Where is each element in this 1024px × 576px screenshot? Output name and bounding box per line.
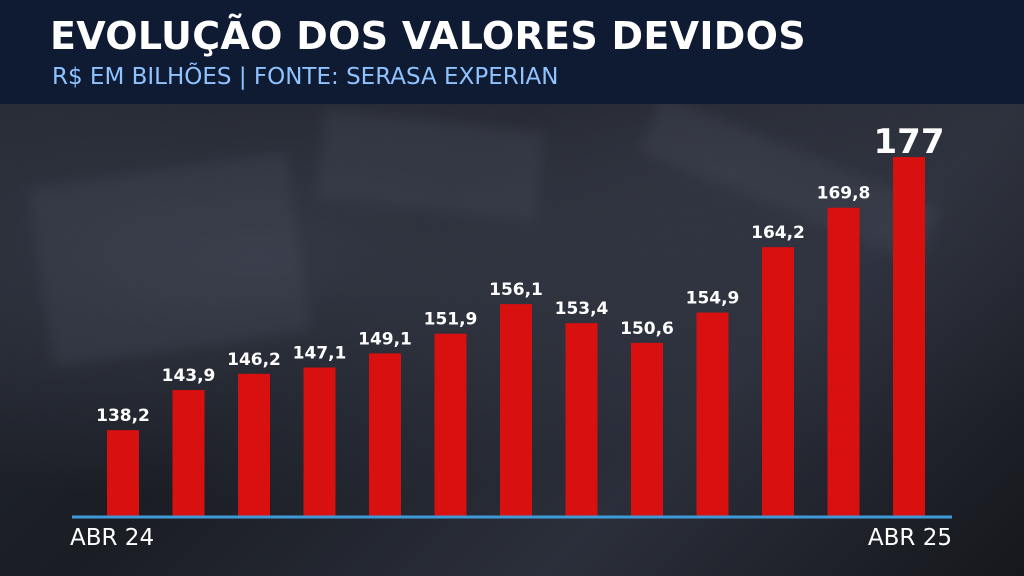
data-label: 156,1: [489, 280, 543, 300]
data-label: 177: [874, 122, 945, 162]
data-label: 138,2: [96, 406, 150, 426]
data-label: 164,2: [751, 223, 805, 243]
x-tick-label: ABR 25: [868, 525, 952, 551]
chart-subtitle: R$ EM BILHÕES | FONTE: SERASA EXPERIAN: [52, 64, 559, 90]
data-label: 149,1: [358, 329, 412, 349]
bar: [500, 304, 532, 516]
bar: [369, 353, 401, 516]
data-label: 153,4: [555, 299, 609, 319]
bar: [631, 342, 663, 516]
bar: [893, 157, 925, 517]
data-label: 154,9: [686, 289, 740, 309]
bar: [762, 247, 794, 516]
data-label: 169,8: [817, 184, 871, 204]
x-tick-label: ABR 24: [70, 525, 154, 551]
chart-title: EVOLUÇÃO DOS VALORES DEVIDOS: [50, 14, 806, 58]
bar: [434, 333, 467, 516]
bar: [696, 312, 729, 516]
bar: [565, 323, 598, 516]
data-label: 150,6: [620, 319, 674, 339]
bar: [107, 430, 139, 516]
chart-header: EVOLUÇÃO DOS VALORES DEVIDOS R$ EM BILHÕ…: [0, 0, 1024, 104]
bar: [238, 373, 270, 516]
bar: [303, 367, 336, 516]
data-label: 147,1: [293, 343, 347, 363]
bar: [827, 207, 860, 516]
data-label: 151,9: [424, 310, 478, 330]
bar: [172, 390, 205, 516]
data-label: 143,9: [162, 366, 216, 386]
data-label: 146,2: [227, 350, 281, 370]
